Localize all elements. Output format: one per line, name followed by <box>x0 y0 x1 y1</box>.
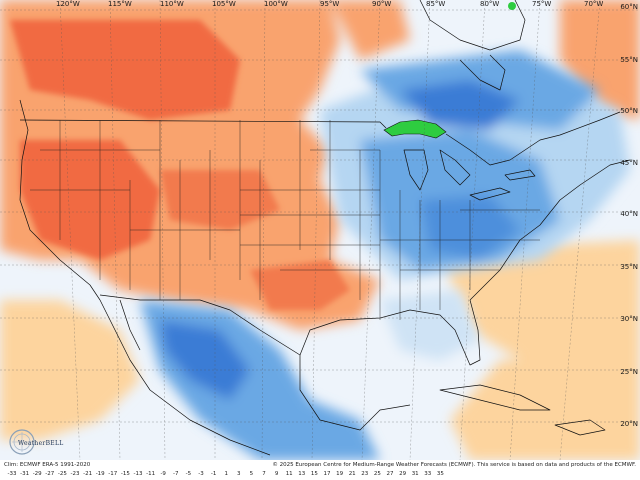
lat-label-60: 60°N <box>620 3 638 11</box>
color-scale-ticks: -33 -31 -29 -27 -25 -23 -21 -19 -17 -15 -13 -11 -9 -7… <box>6 471 456 480</box>
scale-tick: 9 <box>274 471 279 477</box>
lat-label-40: 40°N <box>620 210 638 218</box>
scale-tick: -5 <box>185 471 192 477</box>
scale-tick: -21 <box>83 471 93 477</box>
scale-tick: 17 <box>323 471 331 477</box>
scale-tick: 23 <box>361 471 369 477</box>
lon-label-120: 120°W <box>56 0 80 8</box>
scale-tick: 31 <box>411 471 419 477</box>
lat-label-45: 45°N <box>620 159 638 167</box>
lat-label-50: 50°N <box>620 107 638 115</box>
lat-label-30: 30°N <box>620 315 638 323</box>
scale-tick: -23 <box>70 471 80 477</box>
atlantic-coast <box>469 159 631 301</box>
scale-tick: -31 <box>20 471 30 477</box>
hudson-green-spot <box>508 2 516 10</box>
lon-label-75: 75°W <box>532 0 552 8</box>
lon-label-95: 95°W <box>320 0 340 8</box>
lon-label-105: 105°W <box>212 0 236 8</box>
scale-tick: -19 <box>95 471 105 477</box>
hispaniola <box>554 419 606 436</box>
scale-tick: -27 <box>45 471 55 477</box>
scale-tick: -15 <box>120 471 130 477</box>
scale-tick: -13 <box>133 471 143 477</box>
hudson-bay <box>419 0 526 51</box>
warm-strong-field <box>10 20 350 310</box>
copyright-notice: © 2025 European Centre for Medium-Range … <box>272 462 636 468</box>
scale-tick: 35 <box>436 471 444 477</box>
borders <box>19 0 631 456</box>
scale-tick: -17 <box>108 471 118 477</box>
scale-tick: 21 <box>348 471 356 477</box>
lake-erie <box>469 187 511 201</box>
lake-huron <box>439 149 471 186</box>
scale-tick: -33 <box>7 471 17 477</box>
scale-tick: -25 <box>57 471 67 477</box>
lat-label-25: 25°N <box>620 368 638 376</box>
mexico-west-coast <box>99 299 271 456</box>
climatology-label: Clim: ECMWF ERA-5 1991-2020 <box>4 462 91 468</box>
lon-label-115: 115°W <box>108 0 132 8</box>
lat-label-55: 55°N <box>620 56 638 64</box>
lon-label-85: 85°W <box>426 0 446 8</box>
scale-tick: -11 <box>146 471 156 477</box>
lon-label-90: 90°W <box>372 0 392 8</box>
scale-tick: 25 <box>373 471 381 477</box>
gulf-of-california <box>119 299 141 351</box>
cuba <box>439 384 551 411</box>
scale-tick: 15 <box>310 471 318 477</box>
eastern-border <box>445 111 621 166</box>
logo-text: WeatherBELL <box>18 440 64 447</box>
lake-michigan <box>403 149 429 191</box>
scale-tick: 7 <box>262 471 266 477</box>
lat-label-20: 20°N <box>620 420 638 428</box>
scale-tick: 3 <box>237 471 241 477</box>
lon-label-70: 70°W <box>584 0 604 8</box>
state-lines <box>30 120 540 320</box>
scale-tick: -9 <box>160 471 166 477</box>
scale-tick: 27 <box>386 471 394 477</box>
scale-tick: -7 <box>173 471 179 477</box>
lat-label-35: 35°N <box>620 263 638 271</box>
scale-tick: 5 <box>249 471 254 477</box>
scale-tick: 29 <box>399 471 407 477</box>
lake-ontario <box>504 169 536 181</box>
scale-tick: -1 <box>210 471 217 477</box>
lon-label-80: 80°W <box>480 0 500 8</box>
graticule <box>0 0 640 460</box>
scale-tick: 11 <box>285 471 293 477</box>
scale-tick: 1 <box>224 471 228 477</box>
gulf-coast <box>299 299 481 366</box>
lake-superior-anomaly <box>383 119 447 139</box>
scale-tick: 33 <box>424 471 432 477</box>
us-canada-border <box>19 119 387 129</box>
james-bay <box>459 54 506 91</box>
pacific-coast <box>19 99 101 301</box>
scale-tick: -3 <box>198 471 204 477</box>
scale-tick: 13 <box>298 471 306 477</box>
lon-label-110: 110°W <box>160 0 184 8</box>
weatherbell-logo <box>9 429 35 455</box>
scale-tick: -29 <box>32 471 42 477</box>
scale-tick: 19 <box>336 471 344 477</box>
temperature-anomaly-map <box>0 0 640 460</box>
mexico-gulf-coast <box>299 355 411 431</box>
lon-label-100: 100°W <box>264 0 288 8</box>
ocean-cool-field <box>380 290 480 360</box>
